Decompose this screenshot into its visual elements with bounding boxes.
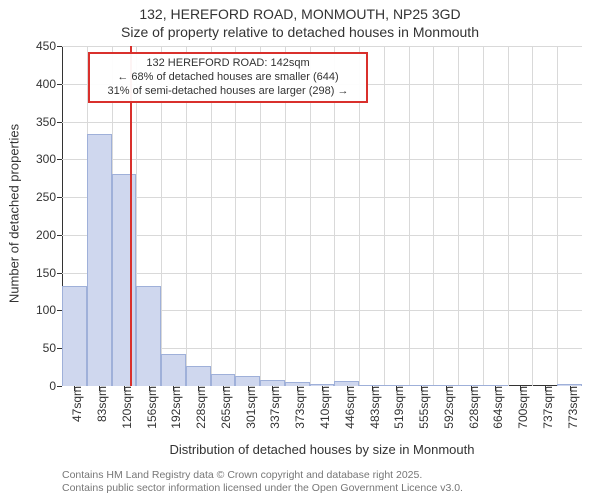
histogram-bar bbox=[235, 376, 260, 386]
xtick-label: 410sqm bbox=[312, 386, 332, 429]
xtick-label: 228sqm bbox=[188, 386, 208, 429]
histogram-bar bbox=[334, 381, 359, 386]
gridline-v bbox=[508, 46, 509, 386]
xtick-label: 519sqm bbox=[386, 386, 406, 429]
plot-area: 05010015020025030035040045047sqm83sqm120… bbox=[62, 46, 582, 386]
gridline-h bbox=[62, 235, 582, 236]
title-line-2: Size of property relative to detached ho… bbox=[0, 24, 600, 42]
ytick-label: 300 bbox=[36, 152, 62, 166]
histogram-bar bbox=[359, 385, 384, 387]
histogram-bar bbox=[557, 384, 582, 386]
callout-line: 132 HEREFORD ROAD: 142sqm bbox=[94, 57, 362, 71]
callout-box: 132 HEREFORD ROAD: 142sqm← 68% of detach… bbox=[88, 52, 368, 103]
xtick-label: 83sqm bbox=[89, 386, 109, 422]
gridline-h bbox=[62, 197, 582, 198]
histogram-bar bbox=[384, 385, 409, 387]
gridline-h bbox=[62, 46, 582, 47]
callout-line: 31% of semi-detached houses are larger (… bbox=[94, 85, 362, 99]
histogram-bar bbox=[211, 374, 236, 386]
xtick-label: 628sqm bbox=[461, 386, 481, 429]
y-axis-label: Number of detached properties bbox=[7, 44, 22, 384]
xtick-label: 156sqm bbox=[139, 386, 159, 429]
gridline-h bbox=[62, 273, 582, 274]
gridline-v bbox=[483, 46, 484, 386]
ytick-label: 150 bbox=[36, 266, 62, 280]
histogram-bar bbox=[260, 380, 285, 386]
gridline-v bbox=[557, 46, 558, 386]
xtick-label: 446sqm bbox=[337, 386, 357, 429]
gridline-v bbox=[532, 46, 533, 386]
xtick-label: 120sqm bbox=[114, 386, 134, 429]
ytick-label: 0 bbox=[49, 379, 62, 393]
xtick-label: 737sqm bbox=[535, 386, 555, 429]
xtick-label: 192sqm bbox=[163, 386, 183, 429]
ytick-label: 450 bbox=[36, 39, 62, 53]
xtick-label: 555sqm bbox=[411, 386, 431, 429]
histogram-bar bbox=[87, 134, 112, 386]
xtick-label: 47sqm bbox=[64, 386, 84, 422]
histogram-bar bbox=[112, 174, 137, 386]
footer-line-1: Contains HM Land Registry data © Crown c… bbox=[62, 469, 463, 483]
histogram-bar bbox=[458, 385, 483, 387]
gridline-v bbox=[409, 46, 410, 386]
xtick-label: 483sqm bbox=[362, 386, 382, 429]
histogram-bar bbox=[136, 286, 161, 386]
footer-credits: Contains HM Land Registry data © Crown c… bbox=[62, 469, 463, 496]
ytick-label: 200 bbox=[36, 228, 62, 242]
histogram-bar bbox=[62, 286, 87, 386]
ytick-label: 50 bbox=[43, 341, 62, 355]
ytick-label: 250 bbox=[36, 190, 62, 204]
footer-line-2: Contains public sector information licen… bbox=[62, 482, 463, 496]
x-axis-label: Distribution of detached houses by size … bbox=[62, 442, 582, 457]
histogram-bar bbox=[409, 385, 434, 387]
gridline-v bbox=[384, 46, 385, 386]
chart-title: 132, HEREFORD ROAD, MONMOUTH, NP25 3GD S… bbox=[0, 0, 600, 41]
callout-line: ← 68% of detached houses are smaller (64… bbox=[94, 71, 362, 85]
ytick-label: 100 bbox=[36, 303, 62, 317]
xtick-label: 265sqm bbox=[213, 386, 233, 429]
histogram-bar bbox=[285, 382, 310, 386]
title-line-1: 132, HEREFORD ROAD, MONMOUTH, NP25 3GD bbox=[0, 6, 600, 24]
ytick-label: 350 bbox=[36, 115, 62, 129]
ytick-label: 400 bbox=[36, 77, 62, 91]
gridline-h bbox=[62, 122, 582, 123]
xtick-label: 700sqm bbox=[510, 386, 530, 429]
histogram-bar bbox=[310, 384, 335, 386]
gridline-v bbox=[458, 46, 459, 386]
histogram-bar bbox=[186, 366, 211, 386]
gridline-h bbox=[62, 159, 582, 160]
gridline-v bbox=[433, 46, 434, 386]
xtick-label: 664sqm bbox=[485, 386, 505, 429]
histogram-bar bbox=[433, 385, 458, 387]
xtick-label: 373sqm bbox=[287, 386, 307, 429]
xtick-label: 337sqm bbox=[262, 386, 282, 429]
histogram-bar bbox=[483, 385, 508, 387]
xtick-label: 592sqm bbox=[436, 386, 456, 429]
xtick-label: 773sqm bbox=[560, 386, 580, 429]
histogram-bar bbox=[161, 354, 186, 386]
xtick-label: 301sqm bbox=[238, 386, 258, 429]
